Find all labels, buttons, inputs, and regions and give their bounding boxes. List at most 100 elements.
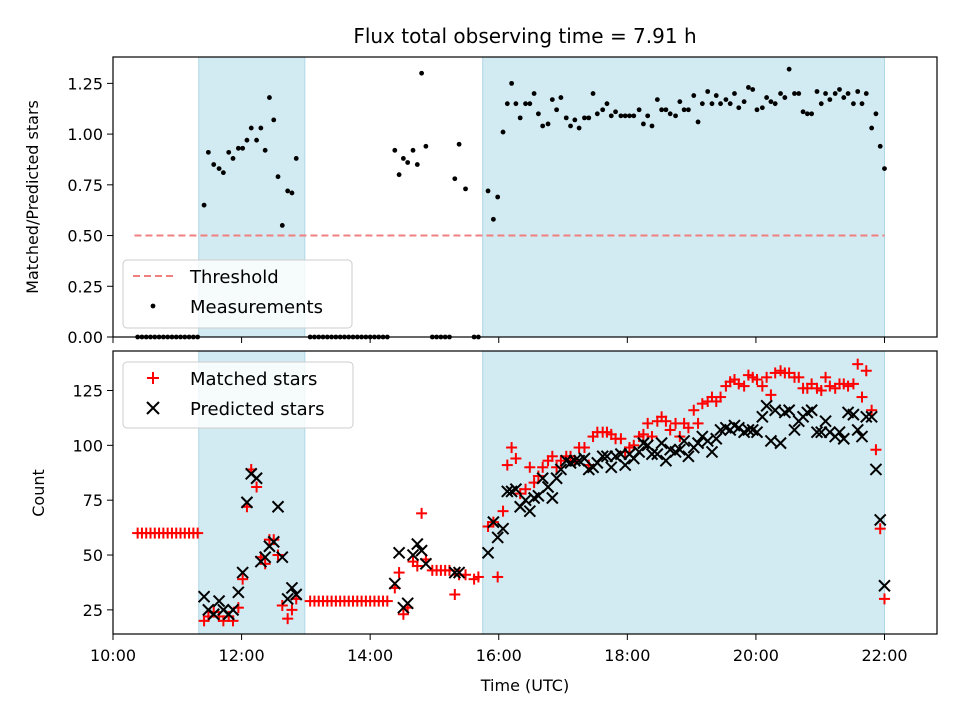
measurement-point	[818, 101, 824, 107]
measurement-point	[540, 123, 546, 129]
bottom-y-tick-label: 50	[83, 546, 103, 565]
measurement-point	[545, 121, 551, 127]
predicted-stars-point	[411, 537, 424, 551]
matched-stars-point	[769, 367, 781, 379]
measurement-point	[271, 117, 277, 123]
matched-stars-point	[642, 417, 654, 429]
matched-stars-point	[815, 384, 827, 396]
matched-stars-point	[286, 604, 298, 616]
matched-stars-point	[715, 391, 727, 403]
measurement-point	[600, 107, 606, 113]
predicted-stars-point	[276, 551, 289, 564]
matched-stars-point	[510, 452, 522, 464]
predicted-stars-point	[491, 531, 504, 544]
measurement-point	[279, 223, 285, 228]
measurement-point	[622, 113, 628, 119]
measurement-point	[768, 99, 774, 105]
measurement-point	[410, 147, 416, 153]
matched-stars-point	[688, 404, 700, 416]
measurement-point	[792, 91, 797, 96]
predicted-stars-point	[568, 454, 582, 467]
predicted-stars-point	[281, 592, 294, 606]
measurement-point	[572, 117, 578, 123]
measurement-point	[613, 109, 618, 115]
measurement-point	[759, 105, 765, 111]
measurement-point	[563, 115, 569, 121]
matched-stars-point	[282, 613, 294, 625]
matched-stars-point	[416, 507, 428, 519]
matched-stars-point	[820, 371, 832, 383]
predicted-stars-point	[788, 423, 801, 437]
bottom-x-ticks: 10:00 12:00 14:00 16:00 18:00 20:00 22:00	[90, 634, 908, 665]
predicted-stars-point	[869, 463, 883, 476]
predicted-stars-point	[768, 404, 782, 417]
measurement-point	[723, 97, 729, 103]
matched-stars-point	[397, 608, 409, 620]
measurement-point	[289, 190, 295, 196]
measurement-point	[535, 111, 541, 117]
measurement-point	[240, 145, 246, 151]
matched-stars-point	[696, 398, 708, 410]
measurement-point	[863, 91, 869, 96]
matched-stars-point	[272, 549, 284, 561]
matched-stars-point	[878, 593, 890, 605]
predicted-stars-point	[833, 425, 846, 439]
predicted-stars-point	[677, 434, 691, 448]
predicted-stars-point	[509, 483, 523, 496]
top-y-axis-label: Matched/Predicted stars	[23, 100, 42, 294]
legend-matched-label: Matched stars	[190, 369, 317, 390]
top-y-tick-label: 0.75	[67, 176, 103, 195]
measurement-point	[667, 111, 673, 117]
legend-measurements-label: Measurements	[190, 297, 323, 318]
measurement-point	[796, 91, 802, 96]
measurement-point	[558, 95, 564, 100]
matched-stars-point	[874, 523, 886, 535]
measurement-point	[419, 70, 424, 76]
x-tick-label: 12:00	[219, 646, 265, 665]
legend-matched-swatch	[147, 372, 159, 384]
legend-measurements-swatch	[150, 303, 156, 309]
measurement-point	[851, 101, 856, 107]
measurement-point	[873, 111, 879, 117]
measurement-point	[709, 101, 715, 107]
matched-stars-point	[765, 389, 777, 401]
matched-stars-point	[733, 378, 745, 390]
matched-stars-point	[578, 442, 590, 454]
measurement-point	[772, 101, 778, 107]
measurement-point	[254, 137, 259, 143]
predicted-stars-point	[756, 410, 769, 424]
predicted-stars-point	[618, 458, 632, 472]
matched-stars-point	[532, 470, 544, 482]
predicted-stars-point	[496, 522, 510, 535]
matched-stars-point	[472, 571, 484, 583]
measurement-point	[509, 80, 515, 86]
measurement-point	[452, 176, 458, 182]
measurement-point	[500, 129, 506, 135]
measurement-point	[201, 202, 207, 208]
matched-stars-point	[756, 380, 768, 392]
measurement-point	[636, 107, 642, 113]
matched-stars-point	[852, 358, 864, 370]
matched-stars-point	[860, 365, 872, 377]
measurement-point	[713, 93, 719, 98]
measurement-point	[732, 91, 737, 96]
measurement-point	[463, 186, 468, 192]
predicted-stars-point	[401, 597, 414, 610]
predicted-stars-point	[764, 434, 778, 448]
matched-stars-point	[615, 433, 627, 445]
top-y-tick-label: 0.25	[67, 277, 103, 296]
predicted-stars-point	[659, 454, 673, 467]
predicted-stars-point	[878, 579, 891, 592]
measurement-point	[230, 156, 236, 161]
x-tick-label: 22:00	[861, 646, 907, 665]
top-panel: 0.00 0.25 0.50 0.75 1.00 1.25 Matched/Predict…	[23, 56, 938, 347]
predicted-stars-point	[605, 461, 618, 474]
predicted-stars-point	[710, 432, 723, 445]
measurement-point	[485, 188, 491, 194]
measurement-point	[568, 123, 573, 129]
predicted-stars-point	[819, 414, 832, 428]
measurement-point	[205, 149, 211, 155]
measurement-point	[681, 107, 687, 113]
predicted-stars-point	[452, 566, 466, 579]
predicted-stars-point	[212, 594, 226, 608]
